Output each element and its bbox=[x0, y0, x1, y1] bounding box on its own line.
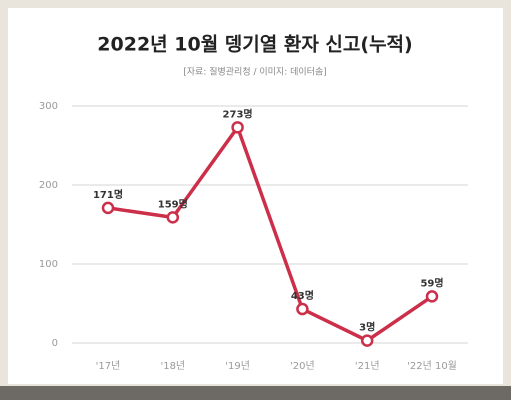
data-point bbox=[231, 121, 244, 134]
data-label: 43명 bbox=[291, 289, 314, 302]
chart-subtitle: [자료: 질병관리청 / 이미지: 데이터솜] bbox=[183, 66, 326, 78]
data-point bbox=[101, 201, 115, 215]
x-tick-label: '21년 bbox=[355, 360, 380, 372]
y-tick-label: 300 bbox=[39, 101, 58, 112]
y-tick-label: 100 bbox=[39, 259, 58, 270]
x-tick-label: '18년 bbox=[160, 360, 185, 372]
x-tick-label: '17년 bbox=[96, 360, 121, 372]
x-tick-label: '22년 10월 bbox=[407, 360, 457, 372]
data-line bbox=[107, 125, 433, 343]
data-label: 273명 bbox=[223, 107, 253, 120]
y-tick-label: 200 bbox=[39, 180, 58, 191]
chart-title: 2022년 10월 뎅기열 환자 신고(누적) bbox=[97, 34, 412, 56]
data-label: 3명 bbox=[359, 321, 375, 334]
x-tick-label: '20년 bbox=[290, 360, 315, 372]
data-point bbox=[425, 290, 439, 303]
data-point bbox=[360, 334, 374, 347]
data-point bbox=[296, 302, 309, 316]
data-label: 59명 bbox=[420, 276, 443, 289]
data-point bbox=[166, 211, 180, 224]
x-tick-label: '19년 bbox=[225, 360, 250, 372]
y-tick-label: 0 bbox=[52, 338, 58, 349]
bottom-band bbox=[0, 386, 511, 400]
card bbox=[8, 8, 503, 384]
data-label: 171명 bbox=[93, 188, 123, 201]
data-label: 159명 bbox=[158, 197, 188, 210]
